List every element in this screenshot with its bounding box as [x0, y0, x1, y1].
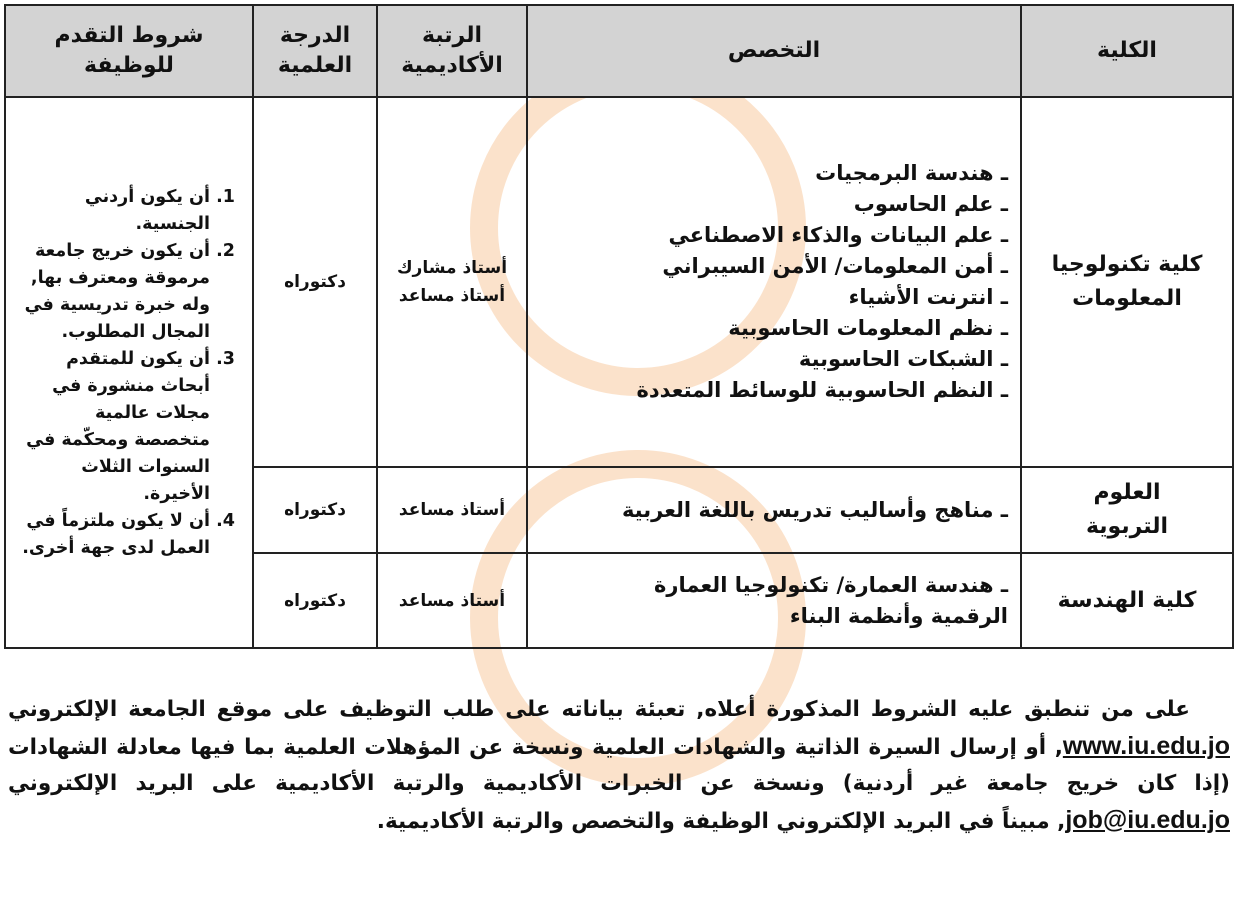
specialization-item: ـ علم البيانات والذكاء الاصطناعي	[668, 223, 1008, 247]
jobs-table: الكلية التخصص الرتبة الأكاديمية الدرجة ا…	[4, 4, 1234, 649]
rank-item: أستاذ مساعد	[398, 590, 506, 611]
specialization-item: ـ انترنت الأشياء	[848, 285, 1008, 309]
specialization-item: ـ هندسة العمارة/ تكنولوجيا العمارة الرقم…	[654, 572, 1008, 628]
specialization-item: ـ علم الحاسوب	[853, 192, 1008, 216]
application-notice: على من تنطبق عليه الشروط المذكورة أعلاه,…	[8, 692, 1230, 840]
header-specialization: التخصص	[526, 4, 1022, 98]
condition-item: أن يكون خريج جامعة مرموقة ومعترف بها, ول…	[16, 238, 210, 346]
header-degree: الدرجة العلمية	[252, 4, 378, 98]
rank-cell: أستاذ مساعد	[376, 466, 528, 554]
table-row: كلية الهندسة ـ هندسة العمارة/ تكنولوجيا …	[5, 552, 1234, 649]
specialization-cell: ـ مناهج وأساليب تدريس باللغة العربية	[526, 466, 1022, 554]
faculty-cell: كلية تكنولوجيا المعلومات	[1020, 96, 1234, 468]
faculty-cell: كلية الهندسة	[1020, 552, 1234, 649]
header-rank: الرتبة الأكاديمية	[376, 4, 528, 98]
header-faculty: الكلية	[1020, 4, 1234, 98]
rank-item: أستاذ مساعد	[398, 286, 506, 306]
email-link[interactable]: job@iu.edu.jo	[1065, 805, 1230, 834]
rank-cell: أستاذ مساعد	[376, 552, 528, 649]
degree-cell: دكتوراه	[252, 96, 378, 468]
degree-cell: دكتوراه	[252, 552, 378, 649]
conditions-cell: أن يكون أردني الجنسية. أن يكون خريج جامع…	[4, 96, 254, 649]
rank-item: أستاذ مشارك	[396, 258, 508, 278]
table-row: العلوم التربوية ـ مناهج وأساليب تدريس با…	[5, 466, 1234, 554]
specialization-cell: ـ هندسة البرمجيات ـ علم الحاسوب ـ علم ال…	[526, 96, 1022, 468]
rank-cell: أستاذ مشارك أستاذ مساعد	[376, 96, 528, 468]
specialization-item: ـ النظم الحاسوبية للوسائط المتعددة	[636, 378, 1008, 402]
specialization-item: ـ أمن المعلومات/ الأمن السيبراني	[662, 254, 1008, 278]
condition-item: أن يكون للمتقدم أبحاث منشورة في مجلات عا…	[16, 346, 210, 508]
specialization-item: ـ مناهج وأساليب تدريس باللغة العربية	[621, 497, 1008, 522]
specialization-item: ـ هندسة البرمجيات	[815, 161, 1008, 185]
notice-text: على من تنطبق عليه الشروط المذكورة أعلاه,…	[8, 696, 1190, 722]
specialization-item: ـ الشبكات الحاسوبية	[798, 347, 1008, 371]
notice-text: , مبيناً في البريد الإلكتروني الوظيفة وا…	[376, 808, 1066, 834]
table-row: كلية تكنولوجيا المعلومات ـ هندسة البرمجي…	[4, 96, 1234, 649]
condition-item: أن لا يكون ملتزماً في العمل لدى جهة أخرى…	[16, 508, 210, 562]
specialization-cell: ـ هندسة العمارة/ تكنولوجيا العمارة الرقم…	[526, 552, 1022, 649]
header-conditions: شروط التقدم للوظيفة	[4, 4, 254, 98]
header-row: الكلية التخصص الرتبة الأكاديمية الدرجة ا…	[4, 4, 1234, 98]
degree-cell: دكتوراه	[252, 466, 378, 554]
website-link[interactable]: www.iu.edu.jo	[1062, 731, 1230, 760]
condition-item: أن يكون أردني الجنسية.	[16, 184, 210, 238]
specialization-item: ـ نظم المعلومات الحاسوبية	[728, 316, 1008, 340]
rank-item: أستاذ مساعد	[398, 500, 506, 520]
notice-text: , أو إرسال السيرة الذاتية والشهادات العل…	[8, 734, 1230, 796]
faculty-cell: العلوم التربوية	[1020, 466, 1234, 554]
